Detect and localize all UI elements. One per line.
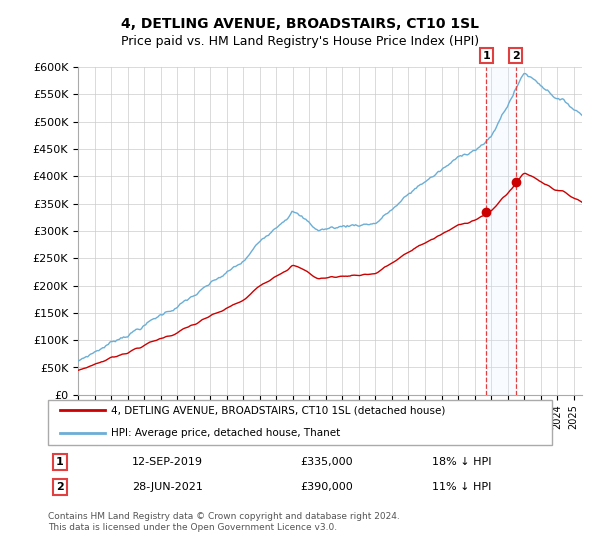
Text: 18% ↓ HPI: 18% ↓ HPI bbox=[432, 457, 491, 467]
Text: 2: 2 bbox=[512, 50, 520, 60]
Text: 12-SEP-2019: 12-SEP-2019 bbox=[132, 457, 203, 467]
Text: 4, DETLING AVENUE, BROADSTAIRS, CT10 1SL: 4, DETLING AVENUE, BROADSTAIRS, CT10 1SL bbox=[121, 17, 479, 31]
Text: 4, DETLING AVENUE, BROADSTAIRS, CT10 1SL (detached house): 4, DETLING AVENUE, BROADSTAIRS, CT10 1SL… bbox=[111, 405, 445, 416]
Text: £335,000: £335,000 bbox=[300, 457, 353, 467]
Text: 1: 1 bbox=[56, 457, 64, 467]
Text: £390,000: £390,000 bbox=[300, 482, 353, 492]
Bar bbox=[487, 67, 516, 395]
Text: 28-JUN-2021: 28-JUN-2021 bbox=[132, 482, 203, 492]
Text: 1: 1 bbox=[482, 50, 490, 60]
Text: 2: 2 bbox=[56, 482, 64, 492]
Text: Contains HM Land Registry data © Crown copyright and database right 2024.
This d: Contains HM Land Registry data © Crown c… bbox=[48, 512, 400, 532]
Text: 11% ↓ HPI: 11% ↓ HPI bbox=[432, 482, 491, 492]
Text: HPI: Average price, detached house, Thanet: HPI: Average price, detached house, Than… bbox=[111, 428, 340, 438]
Text: Price paid vs. HM Land Registry's House Price Index (HPI): Price paid vs. HM Land Registry's House … bbox=[121, 35, 479, 48]
